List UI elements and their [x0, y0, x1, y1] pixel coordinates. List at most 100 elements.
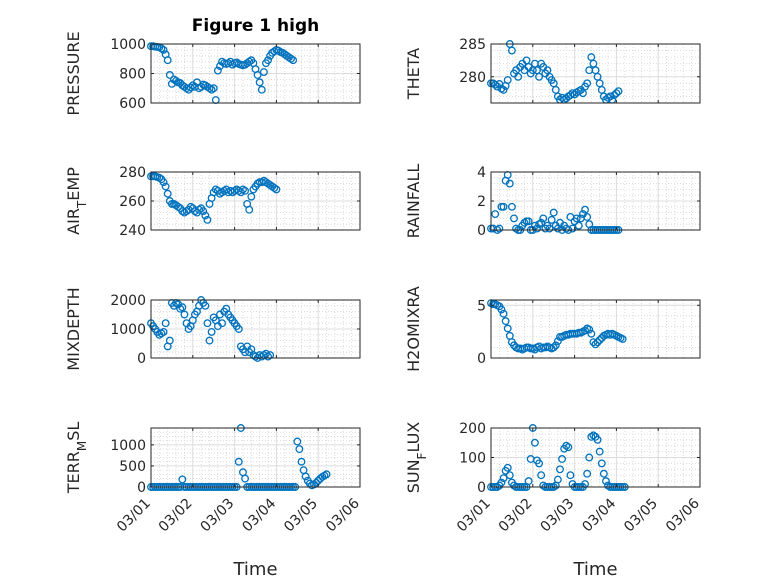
y-axis-label: RAINFALL: [404, 164, 423, 239]
data-point: [499, 202, 508, 211]
data-point: [583, 469, 592, 478]
data-point: [255, 78, 264, 87]
data-point: [535, 72, 544, 81]
data-point: [218, 319, 227, 328]
subplot-3: 240 260 280 AIRTEMP: [64, 165, 361, 239]
data-point: [512, 224, 521, 233]
data-point: [159, 45, 168, 54]
data-point: [213, 66, 222, 75]
data-point: [564, 443, 573, 452]
data-point: [161, 182, 170, 191]
data-point: [182, 207, 191, 216]
data-point: [537, 218, 546, 227]
data-point: [537, 471, 546, 480]
axes-box: [490, 299, 701, 359]
data-point: [297, 457, 306, 466]
data-point: [505, 471, 514, 480]
subplot-5: 0 1000 2000 MIXDEPTH: [64, 287, 361, 371]
data-point: [257, 85, 266, 94]
data-point: [245, 57, 254, 66]
data-point: [551, 341, 560, 350]
data-point: [209, 84, 218, 93]
data-point: [172, 76, 181, 85]
data-point: [203, 319, 212, 328]
data-point: [495, 224, 504, 233]
data-point: [545, 224, 554, 233]
data-point: [295, 445, 304, 454]
data-point: [539, 214, 548, 223]
subplot-2: 280 285 THETA: [404, 37, 701, 104]
subplot-6: 0 5 H2OMIXRA: [404, 286, 701, 372]
data-point: [591, 340, 600, 349]
data-point: [581, 205, 589, 214]
data-point: [176, 304, 185, 313]
data-point: [178, 475, 187, 484]
data-point: [201, 301, 210, 310]
y-axis-label: THETA: [404, 48, 423, 100]
y-axis-label: TERRMSL: [64, 422, 89, 495]
x-tick-label: 03/05: [621, 496, 661, 536]
y-tick-label: 2: [477, 194, 486, 210]
data-point: [203, 215, 212, 224]
data-point: [207, 85, 216, 94]
data-point: [574, 221, 583, 230]
data-point: [491, 80, 500, 89]
x-axis-label: Time: [572, 559, 617, 580]
y-axis-label: H2OMIXRA: [404, 286, 423, 372]
subplot-8: 0 100 200 SUNFLUX 03/01 03/02 03/03 03/04 03/05 0…: [404, 421, 703, 580]
data-point: [510, 214, 518, 223]
data-point: [301, 472, 310, 481]
data-point: [178, 303, 187, 312]
data-point: [503, 76, 512, 85]
y-tick-label: 280: [459, 70, 486, 86]
data-point: [186, 202, 195, 211]
y-axis-label: MIXDEPTH: [64, 287, 83, 370]
plot-area: [491, 300, 700, 358]
data-point: [201, 211, 210, 220]
data-point: [159, 327, 168, 336]
x-tick-label: 03/03: [538, 496, 578, 536]
data-point: [503, 463, 512, 472]
data-point: [205, 336, 214, 345]
y-tick-label: 200: [459, 421, 486, 437]
data-point: [547, 215, 556, 224]
data-point: [180, 310, 189, 319]
data-point: [184, 85, 193, 94]
data-point: [165, 71, 174, 79]
x-tick-label: 03/05: [281, 496, 321, 536]
data-point: [232, 58, 241, 67]
data-point: [239, 185, 247, 194]
data-point: [583, 212, 592, 221]
data-point: [549, 343, 558, 352]
data-point: [535, 459, 544, 468]
data-point: [182, 84, 191, 93]
data-point: [499, 474, 508, 483]
data-point: [259, 68, 268, 76]
data-point: [501, 317, 510, 326]
data-point: [195, 205, 204, 214]
y-tick-label: 0: [477, 223, 486, 239]
data-point: [533, 224, 541, 233]
data-point: [312, 478, 321, 487]
y-tick-label: 500: [119, 459, 146, 475]
data-point: [553, 475, 562, 484]
data-point: [264, 352, 272, 361]
data-point: [524, 217, 533, 226]
data-point: [241, 474, 249, 483]
data-point: [558, 455, 567, 463]
data-point: [610, 91, 619, 100]
y-tick-label: 5: [477, 298, 486, 314]
subplot-7: 0 500 1000 TERRMSL 03/01 03/02 03/03 03/04 03/05…: [64, 422, 363, 580]
y-tick-label: 0: [477, 351, 486, 367]
subplot-1: 600 800 1000 PRESSURE Figure 1 high: [64, 16, 361, 116]
y-tick-label: 600: [119, 96, 146, 112]
data-point: [618, 335, 627, 343]
y-tick-label: 4: [477, 165, 486, 181]
data-point: [293, 437, 302, 446]
x-tick-label: 03/02: [496, 496, 536, 536]
data-point: [535, 220, 544, 229]
data-point: [562, 441, 571, 450]
data-point: [155, 173, 164, 182]
